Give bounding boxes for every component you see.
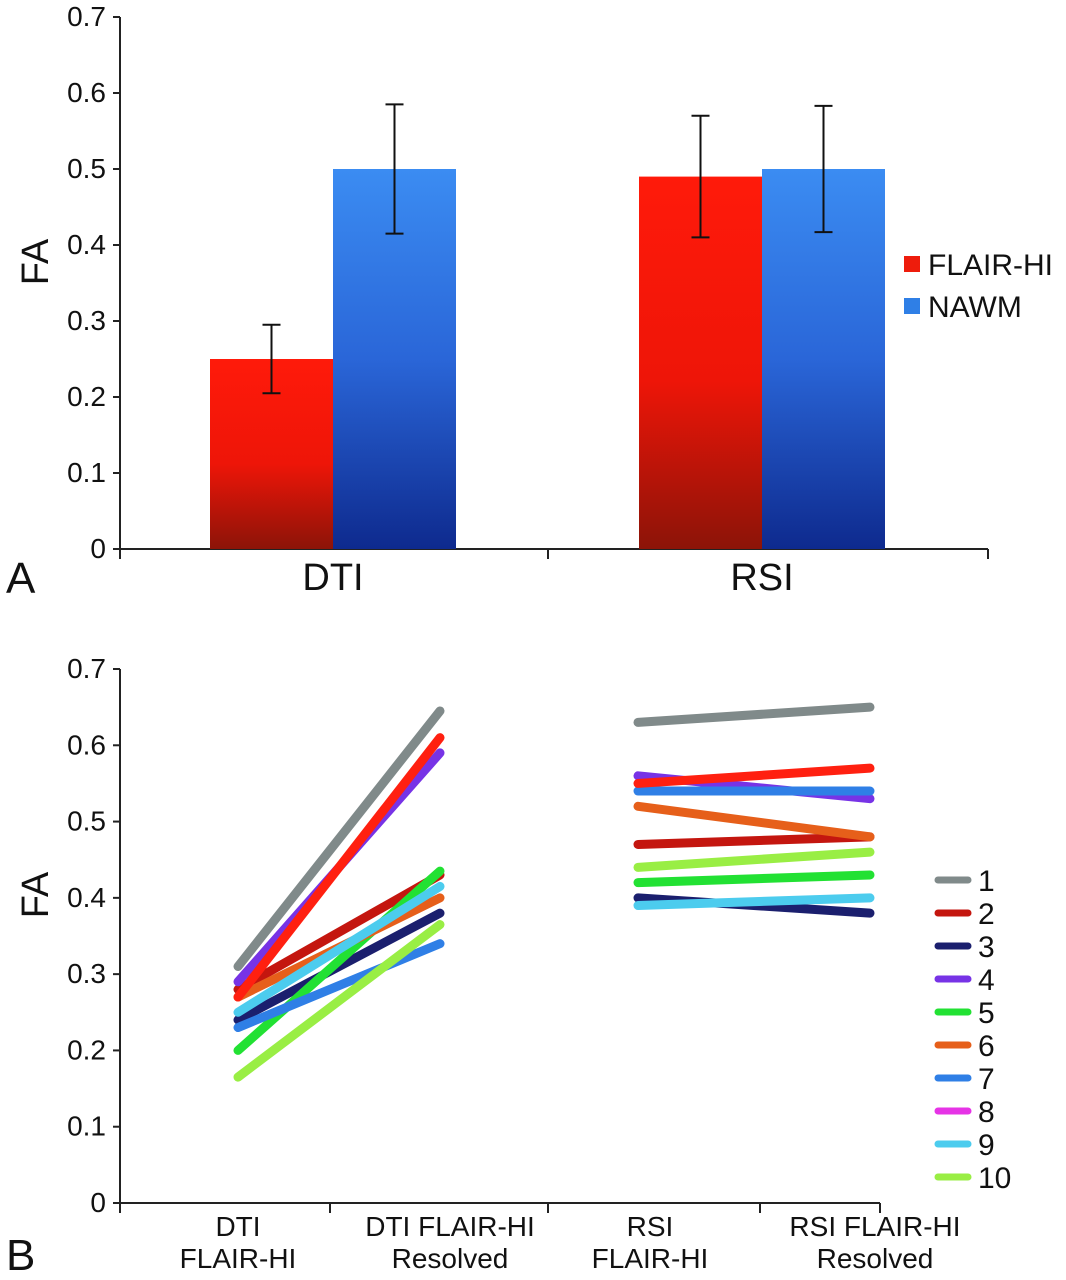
line-subject-5-dti: [233, 866, 445, 1055]
line-subject-9-rsi: [633, 893, 875, 910]
y-tick-label: 0.3: [67, 305, 106, 336]
line-subject-1-rsi: [633, 702, 875, 727]
legend-swatch-nawm: [904, 298, 920, 314]
line-subject-5-rsi: [633, 870, 875, 888]
panel-b-y-axis: 0 0.1 0.2 0.3 0.4 0.5 0.6 0.7: [67, 653, 880, 1218]
legend-label-6: 6: [978, 1030, 995, 1063]
legend-label-8: 8: [978, 1096, 995, 1129]
panel-b: B FA 00.10.20.30.40.50.60.7 DTIFLAIR-HID…: [6, 653, 1011, 1280]
x-category-label: DTI FLAIR-HI: [365, 1211, 535, 1242]
y-tick-label: 0: [90, 1187, 106, 1218]
y-tick-label: 0.4: [67, 882, 106, 913]
panel-b-lines: [233, 702, 875, 1082]
x-category-label: FLAIR-HI: [180, 1243, 297, 1274]
line-subject-8-dti: [233, 733, 445, 1002]
x-category-label: DTI: [215, 1211, 260, 1242]
line-subject-7-dti: [233, 939, 445, 1033]
legend-swatch-flair-hi: [904, 256, 920, 272]
y-tick-label: 0.1: [67, 1111, 106, 1142]
panel-a-x-axis: DTI RSI: [119, 549, 989, 599]
bar-flair-hi-rsi: [639, 176, 762, 549]
panel-a-legend: FLAIR-HI NAWM: [904, 249, 1053, 324]
panel-b-y-axis-label: FA: [15, 871, 57, 918]
legend-label-2: 2: [978, 898, 995, 931]
legend-label-1: 1: [978, 865, 995, 898]
y-tick-label: 0.4: [67, 229, 106, 260]
x-category-label: DTI: [302, 557, 363, 599]
line-subject-6-rsi: [633, 801, 875, 842]
y-tick-label: 0: [90, 533, 106, 564]
y-tick-label: 0.6: [67, 729, 106, 760]
x-category-label: FLAIR-HI: [592, 1243, 709, 1274]
panel-a-error-bars: [262, 103, 833, 395]
panel-b-label: B: [6, 1231, 35, 1280]
line-subject-10-dti: [233, 920, 445, 1082]
line-subject-2-rsi: [633, 832, 875, 849]
line-subject-9-dti: [233, 881, 445, 1017]
x-category-label: RSI: [627, 1211, 674, 1242]
panel-a: A FA 0 0.1 0.2 0.3 0.4 0.5 0.6 0.7 DTI RSI FLAIR…: [6, 1, 1053, 603]
y-tick-label: 0.7: [67, 653, 106, 684]
y-tick-label: 0.6: [67, 77, 106, 108]
x-category-label: RSI FLAIR-HI: [789, 1211, 960, 1242]
legend-label-3: 3: [978, 931, 995, 964]
y-tick-label: 0.7: [67, 1, 106, 32]
legend-label-7: 7: [978, 1063, 995, 1096]
legend-label-5: 5: [978, 997, 995, 1030]
y-tick-label: 0.3: [67, 958, 106, 989]
legend-label-10: 10: [978, 1162, 1011, 1195]
line-subject-10-rsi: [633, 847, 875, 872]
panel-a-bars: [210, 169, 885, 549]
y-tick-label: 0.1: [67, 457, 106, 488]
legend-label-4: 4: [978, 964, 995, 997]
y-tick-label: 0.2: [67, 1034, 106, 1065]
x-category-label: Resolved: [817, 1243, 934, 1274]
panel-a-y-axis-label: FA: [15, 238, 57, 285]
y-tick-label: 0.5: [67, 153, 106, 184]
y-tick-label: 0.5: [67, 806, 106, 837]
line-subject-2-dti: [233, 870, 445, 994]
y-tick-label: 0.2: [67, 381, 106, 412]
legend-label-nawm: NAWM: [928, 291, 1022, 324]
legend-label-9: 9: [978, 1129, 995, 1162]
x-category-label: RSI: [730, 557, 793, 599]
line-subject-1-dti: [233, 706, 445, 972]
panel-a-label: A: [6, 554, 36, 603]
line-subject-8-rsi: [633, 763, 875, 788]
legend-label-flair-hi: FLAIR-HI: [928, 249, 1053, 282]
x-category-label: Resolved: [392, 1243, 509, 1274]
